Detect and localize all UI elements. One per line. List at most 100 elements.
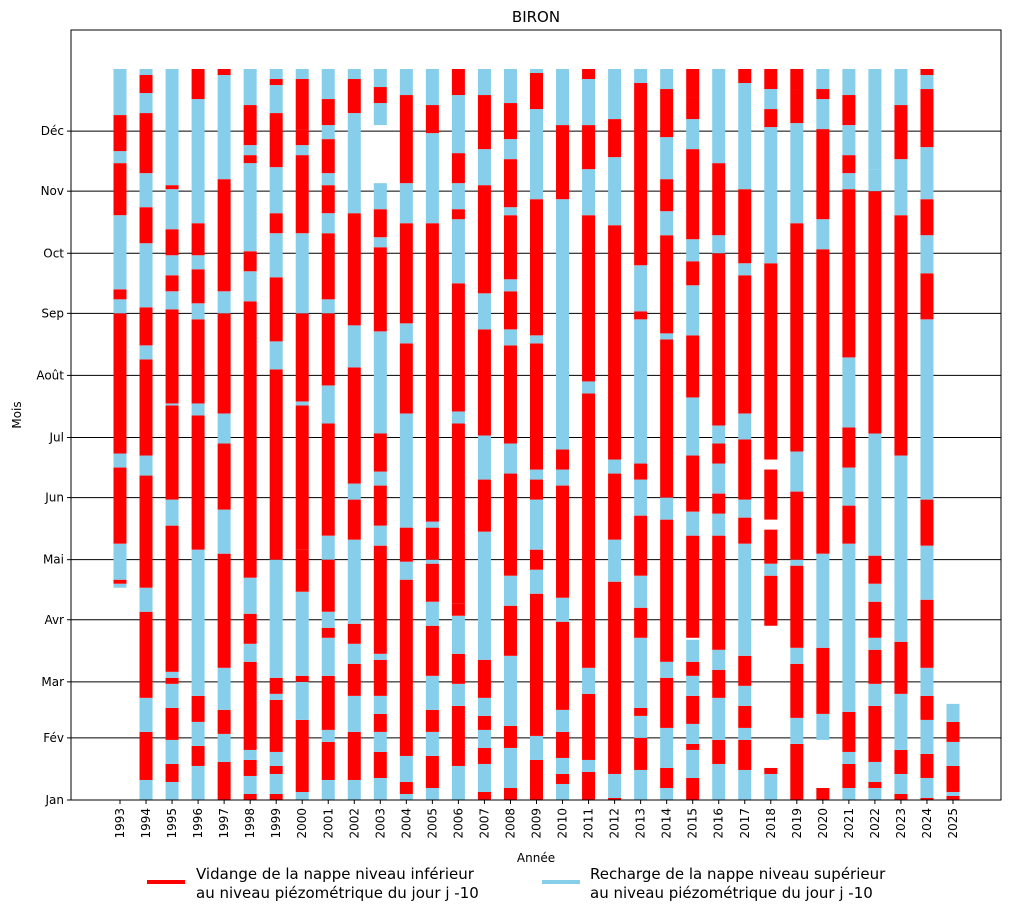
bar-segment bbox=[165, 677, 179, 684]
bar-segment bbox=[582, 169, 596, 216]
bar-segment bbox=[425, 731, 439, 756]
bar-2011 bbox=[582, 69, 596, 800]
bar-segment bbox=[738, 543, 752, 656]
bar-segment bbox=[660, 497, 674, 520]
bar-segment bbox=[634, 69, 648, 84]
bar-segment bbox=[321, 173, 335, 186]
bar-segment bbox=[712, 649, 726, 670]
bar-segment bbox=[582, 125, 596, 170]
bar-segment bbox=[373, 713, 387, 732]
bar-segment bbox=[764, 773, 778, 800]
bar-segment bbox=[686, 119, 700, 150]
y-axis-ticks: Jan Fév Mar Avr Mai Jun Jul Août Sep Oct Nov Déc bbox=[36, 124, 71, 807]
bar-segment bbox=[425, 709, 439, 732]
bar-segment bbox=[530, 593, 543, 736]
bar-segment bbox=[165, 525, 179, 672]
bar-segment bbox=[347, 483, 361, 500]
bar-segment bbox=[217, 69, 231, 76]
bar-segment bbox=[764, 109, 778, 128]
bar-segment bbox=[425, 787, 439, 800]
bar-segment bbox=[920, 777, 934, 798]
legend-label-vidange-2: au niveau piézométrique du jour j -10 bbox=[196, 884, 479, 902]
bar-segment bbox=[139, 455, 153, 476]
bar-segment bbox=[139, 475, 153, 588]
bar-segment bbox=[894, 641, 908, 694]
bar-segment bbox=[243, 613, 257, 644]
bar-segment bbox=[191, 69, 205, 100]
bar-2005 bbox=[425, 69, 439, 800]
bar-segment bbox=[477, 697, 491, 716]
bar-segment bbox=[712, 763, 726, 800]
bar-segment bbox=[894, 793, 908, 800]
bar-segment bbox=[790, 559, 804, 566]
x-tick-label: 2024 bbox=[920, 808, 934, 839]
bar-segment bbox=[165, 683, 179, 708]
bar-segment bbox=[321, 779, 335, 800]
bar-segment bbox=[686, 661, 700, 676]
bar-segment bbox=[425, 675, 439, 710]
bar-segment bbox=[113, 151, 127, 164]
bar-segment bbox=[477, 329, 491, 436]
bar-segment bbox=[139, 243, 153, 308]
bar-segment bbox=[660, 661, 674, 678]
bar-segment bbox=[373, 777, 387, 800]
bar-segment bbox=[477, 729, 491, 748]
bar-segment bbox=[295, 313, 309, 402]
bar-segment bbox=[712, 253, 726, 426]
bar-segment bbox=[686, 777, 700, 800]
bar-segment bbox=[165, 309, 179, 404]
bar-segment bbox=[946, 795, 960, 800]
bar-2015 bbox=[686, 69, 700, 800]
bar-segment bbox=[191, 303, 205, 320]
bar-segment bbox=[113, 583, 127, 588]
bar-segment bbox=[582, 759, 596, 772]
bar-segment bbox=[764, 563, 778, 576]
bar-segment bbox=[816, 219, 830, 250]
bar-segment bbox=[530, 735, 543, 760]
bar-segment bbox=[686, 97, 700, 120]
bar-2000 bbox=[295, 69, 309, 800]
y-tick-label: Oct bbox=[43, 246, 64, 260]
bar-segment bbox=[660, 727, 674, 768]
bar-segment bbox=[165, 69, 179, 186]
x-tick-label: 2017 bbox=[738, 808, 752, 839]
bar-segment bbox=[243, 69, 257, 106]
bar-segment bbox=[816, 713, 830, 740]
bar-segment bbox=[946, 721, 960, 742]
bar-segment bbox=[686, 535, 700, 638]
bar-segment bbox=[842, 763, 856, 788]
bar-segment bbox=[686, 511, 700, 536]
bar-segment bbox=[842, 173, 856, 190]
bar-segment bbox=[503, 207, 517, 216]
bar-segment bbox=[816, 89, 830, 100]
bar-segment bbox=[790, 717, 804, 744]
bar-segment bbox=[842, 505, 856, 544]
bar-segment bbox=[660, 211, 674, 236]
bar-segment bbox=[477, 763, 491, 792]
bar-segment bbox=[790, 451, 804, 492]
bar-segment bbox=[842, 189, 856, 358]
x-tick-label: 1994 bbox=[139, 808, 153, 839]
bar-segment bbox=[712, 669, 726, 698]
bar-2022 bbox=[868, 69, 882, 800]
bar-segment bbox=[217, 761, 231, 800]
bar-segment bbox=[165, 763, 179, 782]
bar-segment bbox=[530, 499, 543, 550]
bar-segment bbox=[608, 157, 622, 226]
bar-segment bbox=[451, 411, 465, 424]
bar-segment bbox=[608, 773, 622, 798]
bar-segment bbox=[399, 781, 413, 794]
bar-segment bbox=[634, 707, 648, 716]
bar-segment bbox=[451, 153, 465, 184]
bar-2019 bbox=[790, 69, 804, 800]
bar-segment bbox=[686, 149, 700, 240]
bar-segment bbox=[451, 209, 465, 220]
bar-segment bbox=[582, 771, 596, 800]
bar-segment bbox=[373, 69, 387, 88]
bar-segment bbox=[503, 139, 517, 160]
bar-segment bbox=[347, 539, 361, 624]
bar-segment bbox=[373, 695, 387, 714]
bar-segment bbox=[451, 615, 465, 654]
y-tick-label: Août bbox=[36, 368, 64, 382]
bar-segment bbox=[816, 647, 830, 714]
